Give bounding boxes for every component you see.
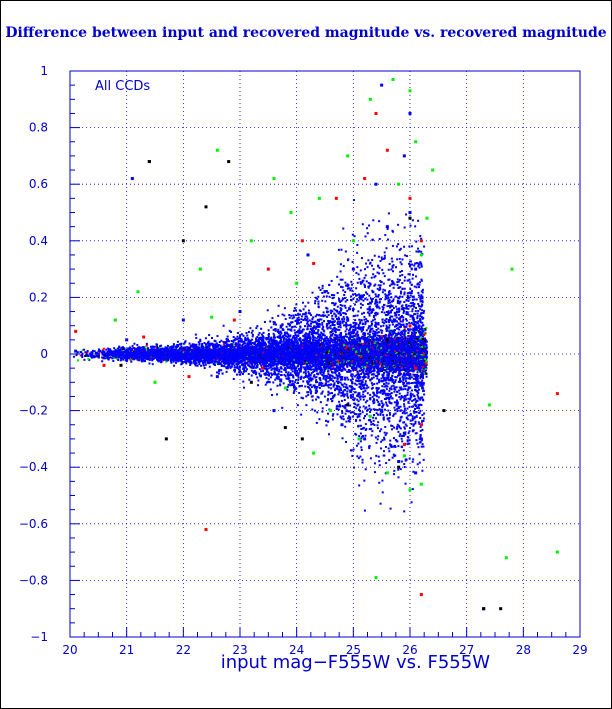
cloud-point bbox=[361, 343, 364, 346]
point-cloud bbox=[72, 198, 428, 513]
cloud-point bbox=[355, 356, 358, 359]
cloud-point bbox=[425, 327, 428, 330]
cloud-point bbox=[304, 368, 307, 371]
cloud-point bbox=[421, 368, 424, 371]
cloud-point bbox=[264, 345, 267, 348]
cloud-point bbox=[387, 343, 390, 346]
cloud-point bbox=[183, 347, 186, 350]
cloud-point bbox=[402, 329, 405, 332]
cloud-point bbox=[409, 363, 412, 366]
cloud-point bbox=[417, 344, 420, 347]
cloud-point bbox=[93, 350, 96, 353]
cloud-point bbox=[403, 372, 406, 375]
cloud-point bbox=[422, 377, 425, 380]
cloud-point bbox=[286, 347, 289, 350]
cloud-point bbox=[188, 346, 191, 349]
cloud-point bbox=[308, 366, 311, 369]
cloud-point bbox=[369, 343, 372, 346]
cloud-point bbox=[102, 347, 105, 350]
cloud-point bbox=[420, 325, 423, 328]
cloud-point bbox=[126, 347, 129, 350]
cloud-point bbox=[412, 373, 415, 376]
cloud-point bbox=[418, 366, 421, 369]
cloud-point bbox=[399, 318, 402, 321]
cloud-point bbox=[338, 336, 341, 339]
cloud-point bbox=[401, 338, 404, 341]
cloud-point bbox=[253, 361, 256, 364]
cloud-point bbox=[283, 360, 286, 363]
cloud-point bbox=[219, 344, 222, 347]
cloud-point bbox=[408, 337, 411, 340]
cloud-point bbox=[372, 353, 375, 356]
cloud-point bbox=[182, 349, 185, 352]
cloud-point bbox=[144, 347, 147, 350]
cloud-point bbox=[256, 364, 259, 367]
cloud-point bbox=[422, 361, 425, 364]
chart-title: Difference between input and recovered m… bbox=[5, 25, 607, 41]
cloud-point bbox=[129, 358, 132, 361]
cloud-point bbox=[175, 350, 178, 353]
cloud-point bbox=[317, 339, 320, 342]
cloud-point bbox=[356, 370, 359, 373]
cloud-point bbox=[197, 347, 200, 350]
cloud-point bbox=[103, 354, 106, 357]
cloud-point bbox=[357, 344, 360, 347]
cloud-point bbox=[312, 368, 315, 371]
cloud-point bbox=[388, 328, 391, 331]
cloud-point bbox=[377, 361, 380, 364]
cloud-point bbox=[239, 345, 242, 348]
cloud-point bbox=[189, 345, 192, 348]
cloud-point bbox=[416, 369, 419, 372]
cloud-point bbox=[355, 339, 358, 342]
cloud-point bbox=[136, 343, 139, 346]
cloud-point bbox=[156, 345, 159, 348]
cloud-point bbox=[354, 363, 357, 366]
cloud-point bbox=[423, 327, 426, 330]
cloud-point bbox=[369, 341, 372, 344]
cloud-point bbox=[362, 365, 365, 368]
cloud-point bbox=[384, 369, 387, 372]
cloud-point bbox=[148, 362, 151, 365]
cloud-point bbox=[217, 359, 220, 362]
cloud-point bbox=[86, 351, 89, 354]
cloud-point bbox=[376, 361, 379, 364]
cloud-point bbox=[355, 345, 358, 348]
cloud-point bbox=[169, 360, 172, 363]
cloud-point bbox=[401, 351, 404, 354]
cloud-point bbox=[357, 364, 360, 367]
cloud-point bbox=[416, 367, 419, 370]
cloud-point bbox=[365, 364, 368, 367]
cloud-point bbox=[164, 356, 167, 359]
cloud-point bbox=[414, 331, 417, 334]
cloud-point bbox=[402, 367, 405, 370]
cloud-point bbox=[388, 370, 391, 373]
cloud-point bbox=[424, 328, 427, 331]
cloud-point bbox=[402, 368, 405, 371]
cloud-point bbox=[407, 343, 410, 346]
cloud-point bbox=[292, 362, 295, 365]
grid-lines bbox=[70, 71, 580, 637]
cloud-point bbox=[93, 356, 96, 359]
cloud-point bbox=[380, 367, 383, 370]
cloud-point bbox=[132, 349, 135, 352]
cloud-point bbox=[220, 360, 223, 363]
cloud-point bbox=[359, 341, 362, 344]
